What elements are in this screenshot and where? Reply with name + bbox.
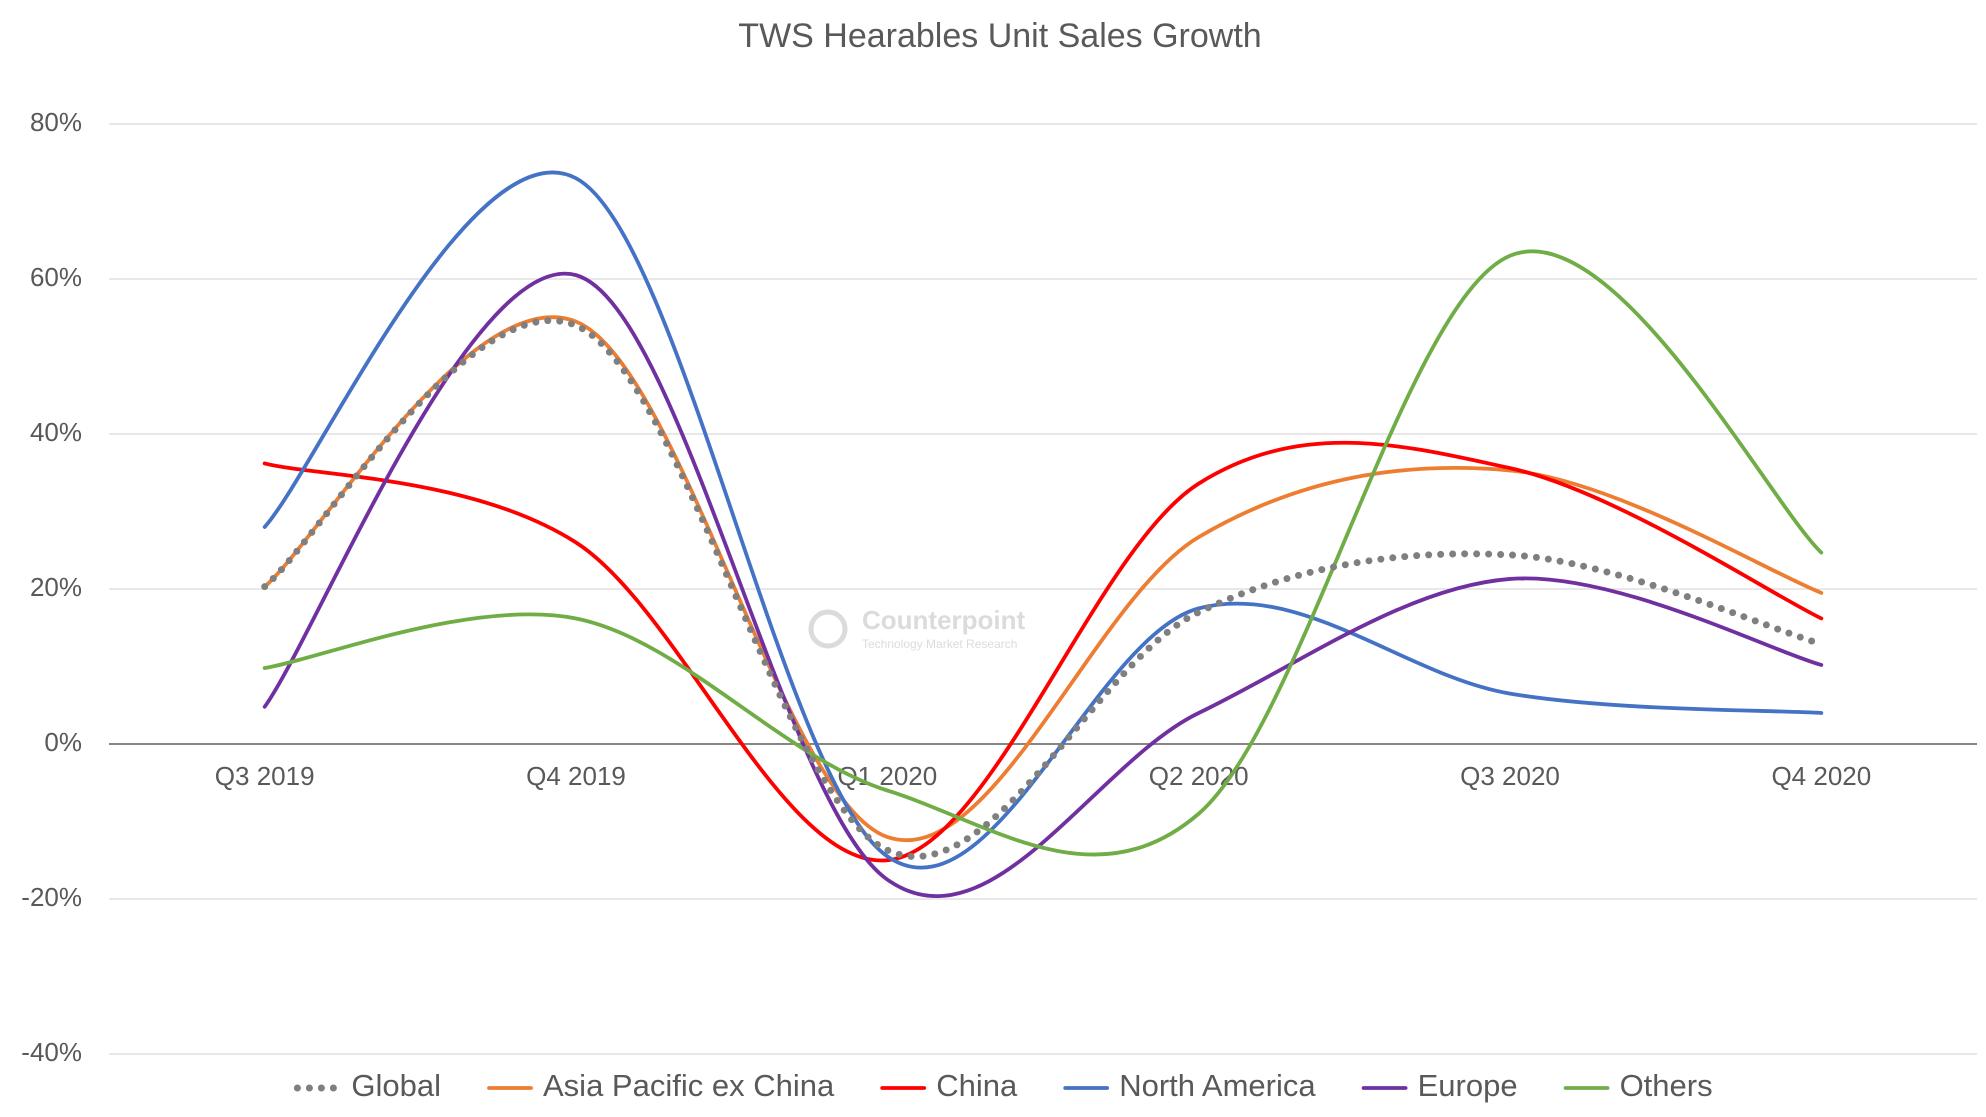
- x-tick-label: Q3 2019: [215, 761, 315, 791]
- series-line: [261, 317, 1825, 860]
- legend-label: North America: [1119, 1068, 1316, 1103]
- y-tick-label: 60%: [30, 262, 82, 292]
- watermark-text: Counterpoint: [862, 605, 1026, 635]
- series-line: [262, 440, 1824, 863]
- y-tick-label: 20%: [30, 572, 82, 602]
- series-line: [262, 315, 1824, 842]
- y-tick-label: 80%: [30, 107, 82, 137]
- x-tick-label: Q3 2020: [1460, 761, 1560, 791]
- series-line: [262, 170, 1824, 870]
- y-tick-label: -40%: [21, 1037, 82, 1067]
- chart-title: TWS Hearables Unit Sales Growth: [738, 17, 1261, 55]
- watermark: Counterpoint Technology Market Research: [808, 605, 1026, 651]
- series-line: [262, 249, 1824, 857]
- watermark-logo: [808, 609, 848, 649]
- legend-label: China: [936, 1068, 1018, 1103]
- y-tick-label: 40%: [30, 417, 82, 447]
- legend-label: Europe: [1418, 1068, 1518, 1103]
- x-tick-label: Q2 2020: [1149, 761, 1249, 791]
- legend-label: Asia Pacific ex China: [543, 1068, 835, 1103]
- watermark-subtext: Technology Market Research: [862, 637, 1017, 651]
- x-tick-label: Q4 2019: [526, 761, 626, 791]
- legend-label: Others: [1620, 1068, 1713, 1103]
- series-line: [262, 271, 1824, 898]
- x-tick-label: Q4 2020: [1771, 761, 1871, 791]
- y-tick-label: 0%: [44, 727, 82, 757]
- legend-label: Global: [351, 1068, 441, 1103]
- y-tick-label: -20%: [21, 882, 82, 912]
